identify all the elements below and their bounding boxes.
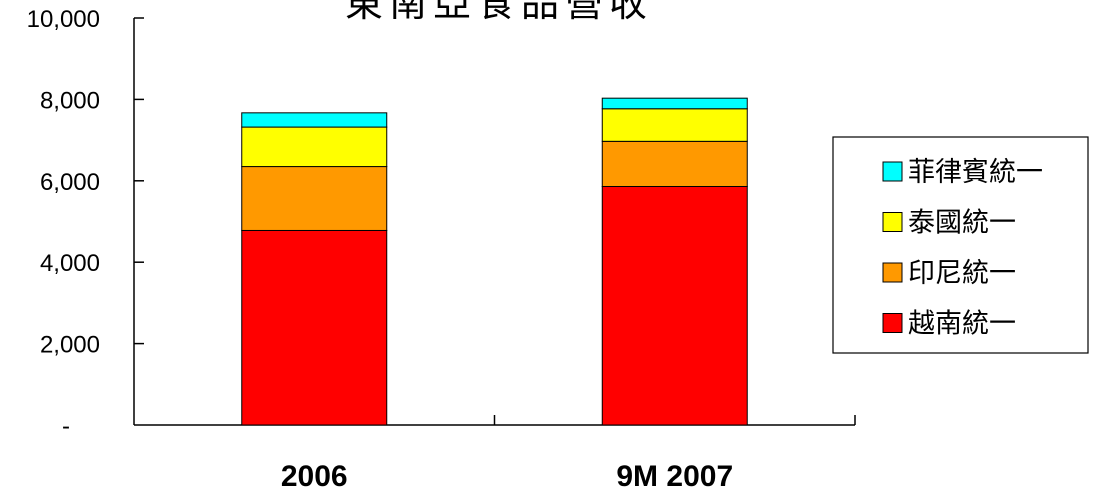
x-tick-label: 2006 — [281, 460, 348, 493]
bar-segment — [241, 166, 388, 231]
y-ticks-group: - 2,000 4,000 6,000 8,000 10,000 — [27, 6, 144, 440]
y-tick-label: 2,000 — [40, 332, 100, 359]
y-tick-label: 10,000 — [27, 6, 100, 33]
bar-segment — [601, 97, 748, 110]
legend-label: 印尼統一 — [908, 258, 1016, 289]
bar-segment — [601, 108, 748, 142]
legend-box — [832, 136, 1089, 354]
chart-title: 東南亞食品營收 — [345, 0, 653, 25]
bars-group — [241, 97, 748, 426]
y-tick-label: 4,000 — [40, 250, 100, 277]
y-tick-label: - — [62, 413, 70, 440]
bar-segment — [241, 112, 388, 128]
x-tick-label: 9M 2007 — [616, 460, 733, 493]
bar-segment — [241, 229, 388, 426]
x-ticks-group: 2006 9M 2007 — [281, 415, 856, 493]
legend-swatch — [882, 313, 903, 333]
legend-label: 菲律賓統一 — [908, 157, 1043, 188]
y-tick-label: 6,000 — [40, 169, 100, 196]
bar-segment — [601, 140, 748, 187]
bar-segment — [241, 126, 388, 168]
y-tick-label: 8,000 — [40, 87, 100, 114]
legend-label: 泰國統一 — [908, 208, 1016, 239]
legend-label: 越南統一 — [908, 309, 1016, 340]
legend-swatch — [882, 212, 903, 232]
legend-swatch — [882, 262, 903, 283]
legend-swatch — [882, 161, 903, 182]
bar-segment — [601, 185, 748, 426]
